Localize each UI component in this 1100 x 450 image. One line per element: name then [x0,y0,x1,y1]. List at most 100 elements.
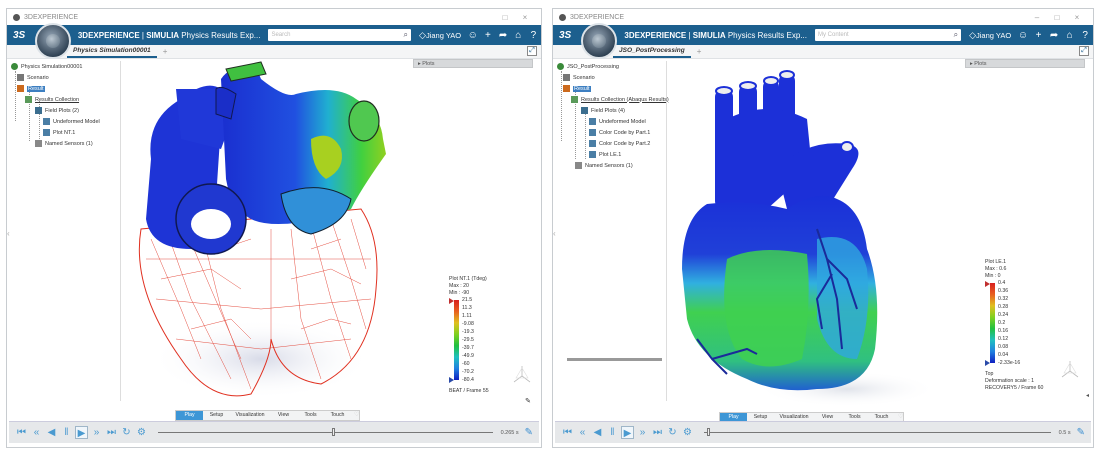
search-icon[interactable]: ⌕ [403,30,409,39]
tag-icon[interactable]: ◇ [969,29,976,40]
heart-model-strain[interactable] [667,59,1094,411]
user-name[interactable]: Jiang YAO [425,30,462,40]
home-icon[interactable]: ⌂ [515,29,522,41]
favorite-icon[interactable]: ♡ [898,414,904,420]
3d-viewport[interactable]: ▸ Plots Plot NT.1 (Tdeg) Max : 20 Min : … [121,59,541,411]
fast-forward-button[interactable]: » [639,427,646,438]
axis-triad-icon[interactable] [1059,359,1081,381]
maximize-button[interactable]: □ [502,12,508,22]
search-input[interactable]: My Content ⌕ [814,29,962,41]
compass-icon[interactable] [35,23,71,59]
user-avatar-icon[interactable]: ☺ [467,29,478,41]
tree-item-color-code-1[interactable]: Color Code by Part.1 [589,129,650,136]
time-slider-knob[interactable] [331,428,335,436]
share-icon[interactable]: ➦ [498,29,508,41]
tab-visualization[interactable]: Visualization [779,414,809,420]
heart-model-temperature[interactable] [121,59,542,411]
favorite-icon[interactable]: ♡ [354,412,360,418]
tab-view[interactable]: View [277,412,290,418]
tree-item-simulation[interactable]: JSO_PostProcessing [557,63,619,70]
tree-item-field-plots[interactable]: Field Plots (2) [35,107,79,114]
collapse-arrow-icon[interactable]: ◂ [1085,393,1089,399]
add-icon[interactable]: + [484,29,491,41]
settings-button[interactable]: ⚙ [137,427,146,438]
tree-item-results-collection[interactable]: Results Collection [25,96,79,103]
edit-icon[interactable]: ✎ [524,427,533,438]
tree-item-results-collection[interactable]: Results Collection (Abaqus Results) [571,96,669,103]
time-slider-knob[interactable] [707,428,711,436]
maximize-button[interactable]: □ [1054,12,1060,22]
settings-button[interactable]: ⚙ [683,427,692,438]
tree-item-field-plots[interactable]: Field Plots (4) [581,107,625,114]
plots-panel[interactable]: ▸ Plots [413,59,533,68]
share-icon[interactable]: ➦ [1049,29,1059,41]
time-slider[interactable] [704,428,1051,436]
first-frame-button[interactable]: ⏮ [563,427,572,438]
expand-icon[interactable]: ⤢ [1079,46,1089,56]
tree-item-undeformed-model[interactable]: Undeformed Model [43,118,100,125]
tree-item-plot-le1[interactable]: Plot LE.1 [589,151,621,158]
minimize-button[interactable]: – [1034,12,1040,22]
legend-min-marker-icon[interactable] [985,360,990,366]
tree-item-simulation[interactable]: Physics Simulation00001 [11,63,82,70]
home-icon[interactable]: ⌂ [1066,29,1073,41]
tree-item-plot-nt1[interactable]: Plot NT.1 [43,129,75,136]
tree-item-named-sensors[interactable]: Named Sensors (1) [575,162,633,169]
new-tab-button[interactable]: + [162,47,168,56]
tab-tools[interactable]: Tools [304,412,317,418]
fast-back-button[interactable]: « [33,427,40,438]
tree-item-undeformed-model[interactable]: Undeformed Model [589,118,646,125]
3d-viewport[interactable]: ▸ Plots Plot LE.1 Max : 0.6 Min : 0 0.4 … [667,59,1093,411]
last-frame-button[interactable]: ⏭ [653,427,662,438]
tree-item-result[interactable]: Result [563,85,591,92]
tag-icon[interactable]: ◇ [419,29,426,40]
fast-forward-button[interactable]: » [93,427,100,438]
step-back-button[interactable]: ◀ [47,427,56,438]
tree-item-scenario[interactable]: Scenario [563,74,595,81]
tree-item-result[interactable]: Result [17,85,45,92]
pause-button[interactable]: ‖ [610,427,615,438]
tab-touch[interactable]: Touch [330,412,345,418]
expand-icon[interactable]: ⤢ [527,46,537,56]
tab-view[interactable]: View [821,414,834,420]
edit-icon[interactable]: ✎ [1076,427,1085,438]
add-icon[interactable]: + [1035,29,1042,41]
legend-max-marker-icon[interactable] [449,298,454,304]
first-frame-button[interactable]: ⏮ [17,427,26,438]
tab-touch[interactable]: Touch [874,414,889,420]
pin-icon[interactable]: ✎ [525,398,531,405]
tab-setup[interactable]: Setup [753,414,768,420]
compass-icon[interactable] [581,23,617,59]
tab-jso-postprocessing[interactable]: JSO_PostProcessing [613,47,691,58]
play-button[interactable]: ▶ [75,426,88,439]
time-slider[interactable] [158,428,493,436]
pause-button[interactable]: ‖ [64,427,69,438]
axis-triad-icon[interactable] [511,364,533,386]
help-icon[interactable]: ? [530,29,537,41]
tab-play[interactable]: Play [720,413,747,422]
loop-button[interactable]: ↻ [122,427,131,438]
new-tab-button[interactable]: + [696,47,702,56]
fast-back-button[interactable]: « [579,427,586,438]
tab-physics-simulation[interactable]: Physics Simulation00001 [67,47,157,58]
close-button[interactable]: × [1074,12,1080,22]
last-frame-button[interactable]: ⏭ [107,427,116,438]
close-button[interactable]: × [522,12,528,22]
3ds-logo-icon[interactable]: 3S [13,29,26,41]
tab-play[interactable]: Play [176,411,203,420]
step-back-button[interactable]: ◀ [593,427,602,438]
tab-setup[interactable]: Setup [209,412,224,418]
tab-tools[interactable]: Tools [848,414,861,420]
tree-item-color-code-2[interactable]: Color Code by Part.2 [589,140,650,147]
collapse-panel-icon[interactable]: ‹ [7,229,10,238]
tree-horizontal-scrollbar[interactable] [567,358,662,361]
plots-panel[interactable]: ▸ Plots [965,59,1085,68]
help-icon[interactable]: ? [1082,29,1088,41]
3ds-logo-icon[interactable]: 3S [559,29,572,41]
tree-item-named-sensors[interactable]: Named Sensors (1) [35,140,93,147]
collapse-panel-icon[interactable]: ‹ [553,229,556,238]
legend-max-marker-icon[interactable] [985,281,990,287]
tree-item-scenario[interactable]: Scenario [17,74,49,81]
legend-min-marker-icon[interactable] [449,377,454,383]
play-button[interactable]: ▶ [621,426,634,439]
